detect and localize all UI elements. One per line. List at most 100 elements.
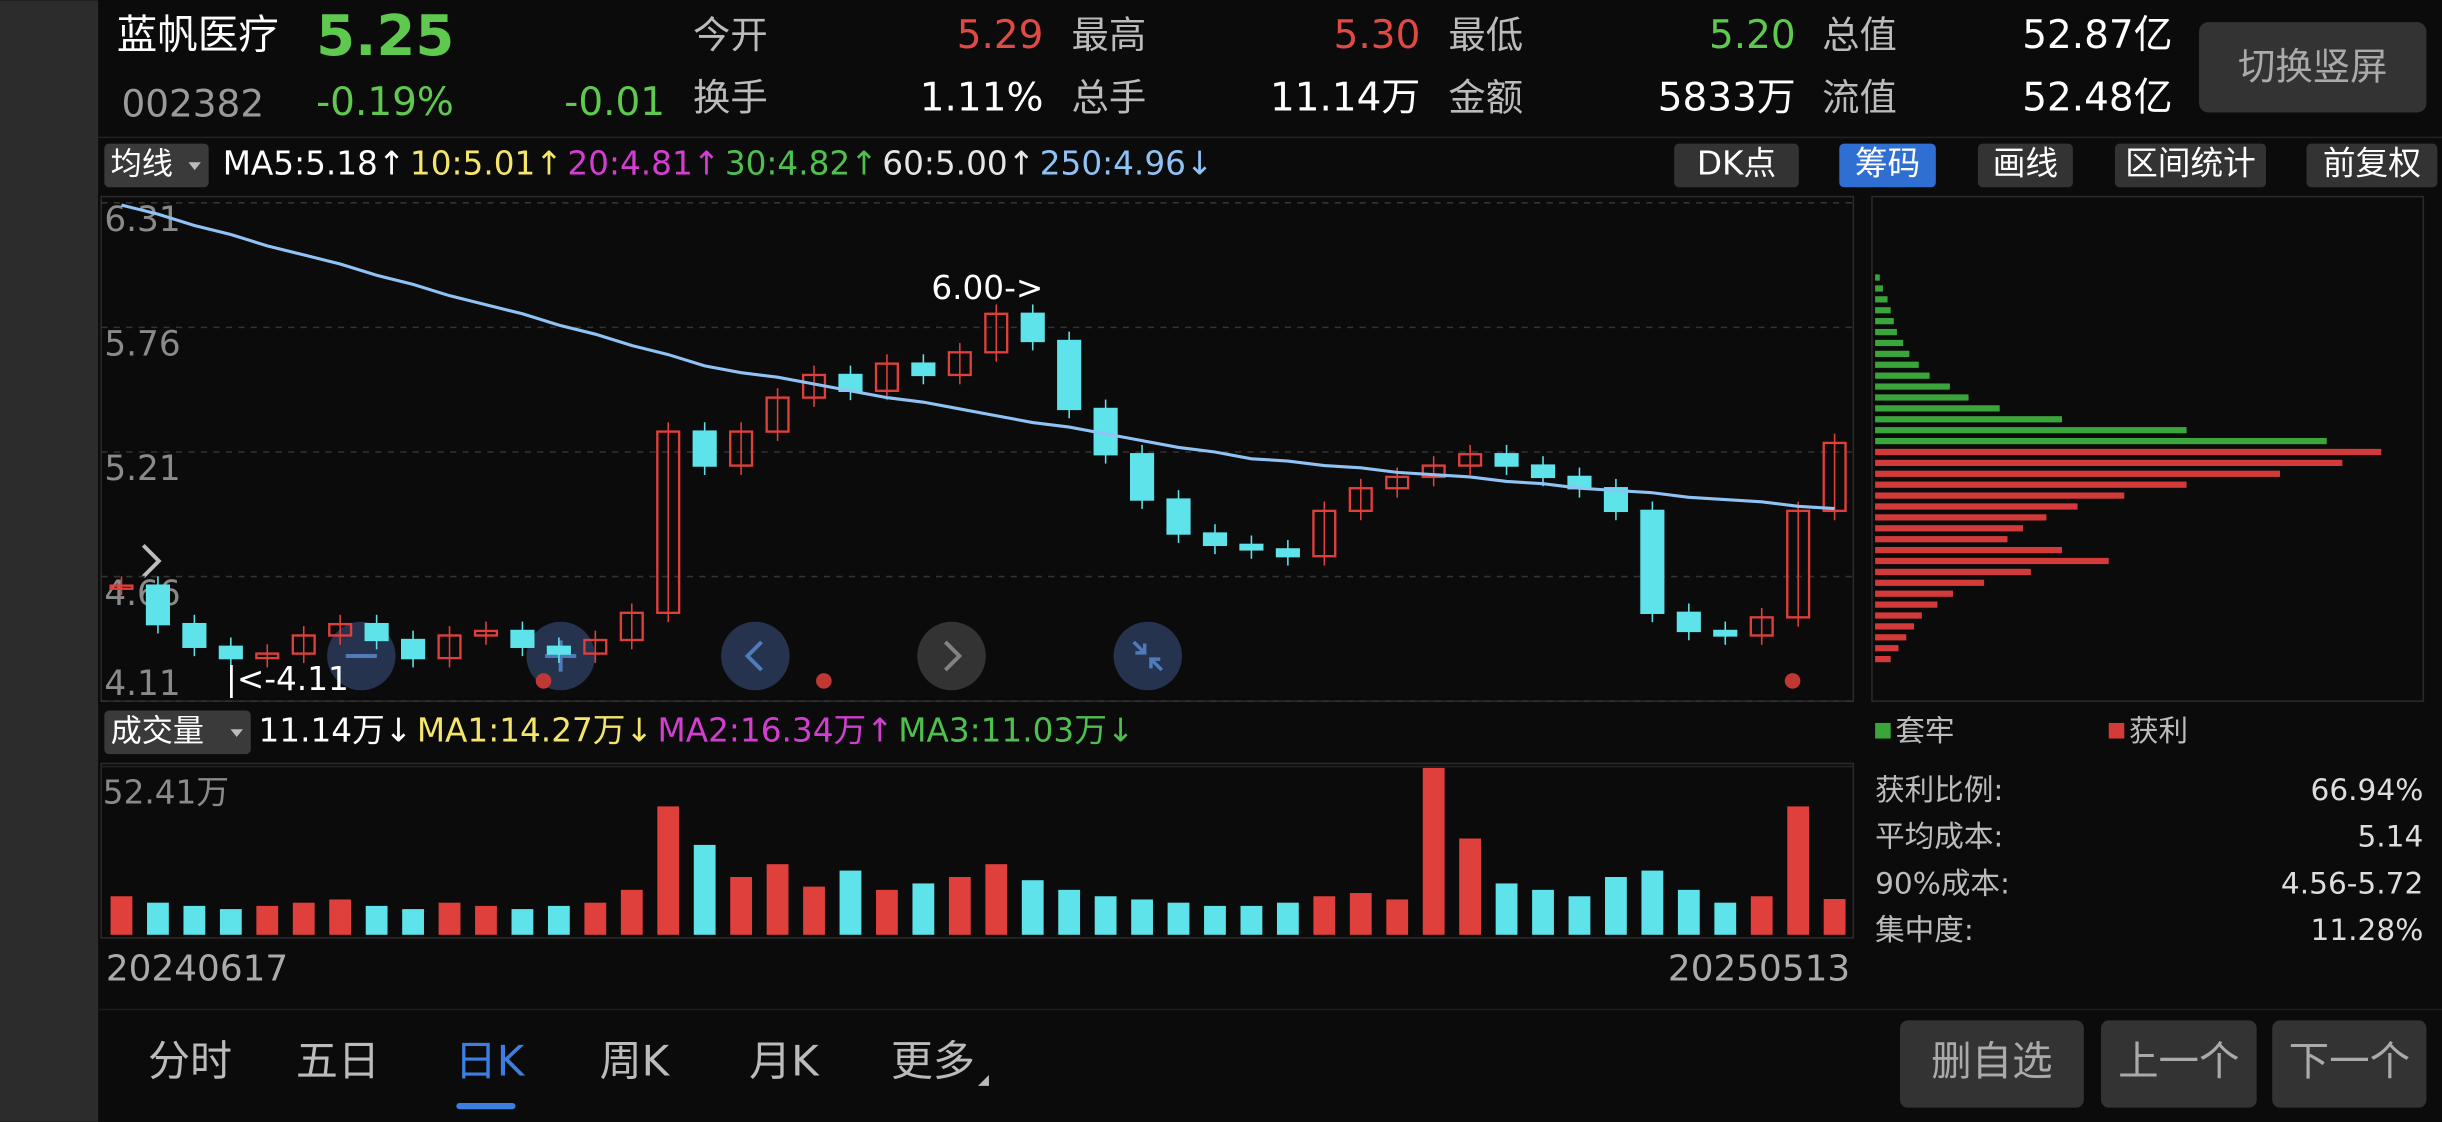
chip-bar bbox=[1875, 634, 1907, 641]
volume-bar bbox=[1131, 899, 1153, 935]
candle bbox=[692, 430, 717, 467]
indicator-value: MA5:5.18↑ bbox=[223, 144, 406, 182]
quote-value: 11.14万 bbox=[1270, 76, 1420, 121]
collapse-button[interactable] bbox=[1113, 621, 1183, 691]
stat-label: 90%成本: bbox=[1875, 866, 2010, 900]
candle bbox=[1239, 543, 1264, 551]
volume-bar bbox=[110, 896, 133, 935]
candle bbox=[473, 629, 499, 637]
next-button[interactable] bbox=[917, 621, 986, 691]
volume-bar bbox=[657, 806, 680, 935]
volume-bar bbox=[803, 886, 825, 935]
volume-bar bbox=[1349, 893, 1372, 935]
y-tick-label: 5.76 bbox=[104, 325, 180, 365]
selector-box[interactable] bbox=[104, 143, 209, 188]
volume-bar bbox=[1605, 877, 1627, 935]
chip-bar bbox=[1875, 579, 1985, 586]
tool-button[interactable] bbox=[2306, 143, 2438, 188]
volume-bar bbox=[839, 870, 862, 935]
chip-bar bbox=[1875, 296, 1888, 303]
tool-button[interactable] bbox=[1674, 143, 1799, 188]
chip-bar bbox=[1875, 339, 1904, 347]
indicator-value: 20:4.81↑ bbox=[567, 144, 720, 182]
indicator-value: 10:5.01↑ bbox=[410, 144, 563, 182]
chip-bar bbox=[1875, 459, 2343, 466]
candle bbox=[145, 584, 170, 626]
volume-bar bbox=[1094, 896, 1117, 935]
quote-label: 换手 bbox=[693, 76, 768, 120]
chip-bar bbox=[1875, 590, 1953, 597]
volume-bar bbox=[1641, 870, 1664, 935]
tool-button[interactable] bbox=[1977, 143, 2073, 188]
tab[interactable]: 更多 bbox=[891, 1037, 975, 1086]
tool-button[interactable] bbox=[2114, 143, 2267, 188]
volume-bar bbox=[766, 864, 789, 935]
indicator-value: MA1:14.27万↓ bbox=[417, 711, 653, 749]
icon bbox=[943, 640, 963, 672]
candle bbox=[874, 362, 899, 392]
chip-bar bbox=[1875, 623, 1915, 630]
tool-label: 画线 bbox=[1993, 144, 2058, 182]
legend-label: 获利 bbox=[2129, 714, 2188, 748]
selector-label: 成交量 bbox=[111, 713, 204, 749]
prev-button[interactable] bbox=[721, 621, 790, 691]
volume-bar bbox=[1568, 896, 1591, 935]
legend-swatch bbox=[1875, 722, 1891, 739]
candle bbox=[546, 645, 571, 655]
event-dot bbox=[535, 673, 552, 689]
volume-bar bbox=[584, 902, 607, 935]
chip-bar bbox=[1875, 372, 1930, 379]
volume-bar bbox=[1787, 806, 1810, 935]
action-label: 删自选 bbox=[1931, 1037, 2052, 1085]
selector-box[interactable] bbox=[104, 710, 251, 755]
tool-label: 前复权 bbox=[2323, 144, 2421, 182]
volume-bar bbox=[1313, 896, 1336, 935]
quote-label: 总值 bbox=[1822, 13, 1897, 57]
price: 5.25 bbox=[316, 4, 454, 69]
candle bbox=[656, 430, 681, 614]
candle bbox=[437, 634, 462, 660]
candle bbox=[1202, 532, 1228, 547]
candle bbox=[218, 645, 243, 660]
tab[interactable]: 五日 bbox=[296, 1037, 380, 1086]
candle bbox=[1640, 509, 1665, 614]
quote-label: 最低 bbox=[1448, 13, 1523, 57]
orientation-label: 切换竖屏 bbox=[2238, 44, 2387, 88]
action-button[interactable] bbox=[2272, 1020, 2427, 1108]
volume-bar bbox=[876, 889, 898, 935]
candle bbox=[1749, 616, 1774, 637]
volume-bar bbox=[329, 899, 352, 935]
action-label: 下一个 bbox=[2289, 1037, 2410, 1085]
orientation-button[interactable] bbox=[2199, 22, 2427, 113]
tab[interactable]: 周K bbox=[600, 1037, 671, 1086]
candle bbox=[328, 622, 353, 637]
volume-bar bbox=[147, 902, 169, 935]
y-tick-label: 52.41万 bbox=[103, 774, 229, 812]
tab[interactable]: 分时 bbox=[148, 1037, 232, 1086]
volume-bar bbox=[1422, 767, 1445, 935]
tab[interactable]: 月K bbox=[749, 1037, 820, 1086]
annotation: |<-4.11 bbox=[226, 660, 349, 698]
action-button[interactable] bbox=[1900, 1020, 2084, 1108]
volume-bar bbox=[1459, 838, 1482, 935]
tab-underline bbox=[456, 1102, 516, 1110]
candle bbox=[1494, 453, 1519, 467]
volume-bar bbox=[1204, 905, 1226, 935]
volume-bar bbox=[1750, 896, 1773, 935]
tool-button[interactable] bbox=[1839, 143, 1936, 188]
volume-bar bbox=[1714, 902, 1737, 935]
legend-label: 套牢 bbox=[1895, 714, 1954, 748]
candle bbox=[1057, 339, 1082, 411]
tab[interactable]: 日K bbox=[455, 1037, 526, 1086]
expand-arrow[interactable] bbox=[141, 544, 162, 578]
candle bbox=[1348, 487, 1373, 513]
stock-code: 002382 bbox=[121, 82, 264, 126]
indicator-value: 30:4.82↑ bbox=[725, 144, 878, 182]
candle bbox=[729, 430, 754, 467]
indicator-value: 60:5.00↑ bbox=[882, 144, 1035, 182]
action-button[interactable] bbox=[2100, 1020, 2257, 1108]
volume-bar bbox=[948, 877, 971, 935]
candle bbox=[364, 622, 389, 642]
event-dot bbox=[1784, 673, 1801, 689]
